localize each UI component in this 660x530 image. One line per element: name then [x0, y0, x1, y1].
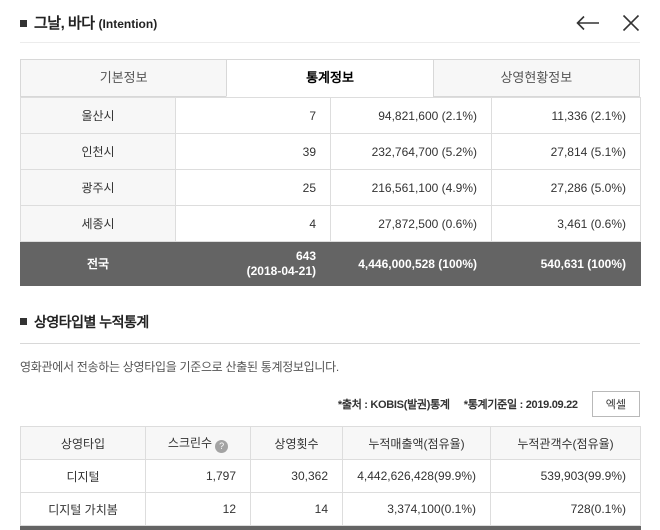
sales-cell: 94,821,600 (2.1%)	[330, 97, 492, 134]
sales-cell: 216,561,100 (4.9%)	[330, 169, 492, 206]
screens-cell: 7	[175, 97, 331, 134]
region-name-cell: 세종시	[20, 205, 176, 242]
count-total-cell: 30,376	[250, 525, 343, 530]
title-bullet-icon	[20, 20, 27, 27]
screens-total-date: (2018-04-21)	[246, 263, 316, 278]
col-header-screens-label: 스크린수	[167, 435, 213, 450]
audience-total-cell: 540,631 (100%)	[491, 241, 641, 286]
movie-title-korean: 그날, 바다	[34, 15, 95, 32]
section-title: 상영타입별 누적통계	[20, 312, 640, 344]
table-total-row: 전국 643 (2018-04-21) 4,446,000,528 (100%)…	[20, 241, 641, 286]
table-row: 세종시 4 27,872,500 (0.6%) 3,461 (0.6%)	[20, 205, 641, 242]
screens-total-cell: 1,809	[145, 525, 251, 530]
table-header-row: 상영타입 스크린수? 상영횟수 누적매출액(점유율) 누적관객수(점유율)	[20, 426, 641, 460]
screens-total-value: 643	[295, 248, 316, 263]
screens-cell: 39	[175, 133, 331, 170]
section-title-text: 상영타입별 누적통계	[34, 314, 149, 330]
audience-cell: 11,336 (2.1%)	[491, 97, 641, 134]
table-meta-row: *출처 : KOBIS(발권)통계 *통계기준일 : 2019.09.22 엑셀	[20, 391, 640, 417]
type-cell: 디지털 가치봄	[20, 492, 146, 526]
audience-total-cell: 540,631(100%)	[490, 525, 641, 530]
type-cell: 디지털	[20, 459, 146, 493]
screens-cell: 4	[175, 205, 331, 242]
screening-type-table: 상영타입 스크린수? 상영횟수 누적매출액(점유율) 누적관객수(점유율) 디지…	[20, 426, 641, 530]
header-actions	[576, 14, 640, 32]
sales-cell: 27,872,500 (0.6%)	[330, 205, 492, 242]
sales-cell: 232,764,700 (5.2%)	[330, 133, 492, 170]
table-row: 울산시 7 94,821,600 (2.1%) 11,336 (2.1%)	[20, 97, 641, 134]
section-description: 영화관에서 전송하는 상영타입을 기준으로 산출된 통계정보입니다.	[20, 360, 339, 374]
sales-total-cell: 4,446,000,528(100%)	[342, 525, 491, 530]
screens-cell: 1,797	[145, 459, 251, 493]
region-name-cell: 인천시	[20, 133, 176, 170]
screens-cell: 12	[145, 492, 251, 526]
sales-cell: 4,442,626,428(99.9%)	[342, 459, 491, 493]
back-button[interactable]	[576, 15, 600, 31]
info-tabs: 기본정보 통계정보 상영현황정보	[20, 59, 640, 97]
page-title: 그날, 바다 (Intention)	[20, 12, 157, 33]
audience-cell: 728(0.1%)	[490, 492, 641, 526]
table-row: 디지털 가치봄 12 14 3,374,100(0.1%) 728(0.1%)	[20, 492, 641, 526]
screens-cell: 25	[175, 169, 331, 206]
sales-total-cell: 4,446,000,528 (100%)	[330, 241, 492, 286]
region-name-cell: 울산시	[20, 97, 176, 134]
region-name-cell: 광주시	[20, 169, 176, 206]
col-header-count: 상영횟수	[250, 426, 343, 460]
close-button[interactable]	[622, 14, 640, 32]
region-stats-table: 울산시 7 94,821,600 (2.1%) 11,336 (2.1%) 인천…	[20, 97, 641, 286]
panel-header: 그날, 바다 (Intention)	[20, 0, 640, 43]
audience-cell: 27,814 (5.1%)	[491, 133, 641, 170]
section-bullet-icon	[20, 317, 27, 325]
count-cell: 14	[250, 492, 343, 526]
table-row: 인천시 39 232,764,700 (5.2%) 27,814 (5.1%)	[20, 133, 641, 170]
table-total-row: 합계 1,809 30,376 4,446,000,528(100%) 540,…	[20, 525, 641, 530]
tab-statistics-info[interactable]: 통계정보	[226, 59, 434, 97]
col-header-screens: 스크린수?	[145, 426, 251, 460]
close-icon	[622, 14, 640, 35]
col-header-type: 상영타입	[20, 426, 146, 460]
table-row: 디지털 1,797 30,362 4,442,626,428(99.9%) 53…	[20, 459, 641, 493]
tab-basic-info[interactable]: 기본정보	[20, 59, 228, 97]
audience-cell: 539,903(99.9%)	[490, 459, 641, 493]
audience-cell: 27,286 (5.0%)	[491, 169, 641, 206]
screens-total-cell: 643 (2018-04-21)	[175, 241, 331, 286]
col-header-audience: 누적관객수(점유율)	[490, 426, 641, 460]
count-cell: 30,362	[250, 459, 343, 493]
excel-export-button[interactable]: 엑셀	[591, 391, 640, 417]
help-icon[interactable]: ?	[215, 439, 229, 453]
basis-date-note: *통계기준일 : 2019.09.22	[463, 399, 578, 411]
type-total-label: 합계	[20, 525, 146, 530]
source-note: *출처 : KOBIS(발권)통계	[337, 399, 450, 411]
region-total-label: 전국	[20, 241, 176, 286]
table-row: 광주시 25 216,561,100 (4.9%) 27,286 (5.0%)	[20, 169, 641, 206]
back-arrow-icon	[576, 15, 600, 34]
audience-cell: 3,461 (0.6%)	[491, 205, 641, 242]
sales-cell: 3,374,100(0.1%)	[342, 492, 491, 526]
tab-screening-status-info[interactable]: 상영현황정보	[432, 59, 640, 97]
movie-title-english: (Intention)	[98, 17, 158, 31]
col-header-sales: 누적매출액(점유율)	[342, 426, 491, 460]
